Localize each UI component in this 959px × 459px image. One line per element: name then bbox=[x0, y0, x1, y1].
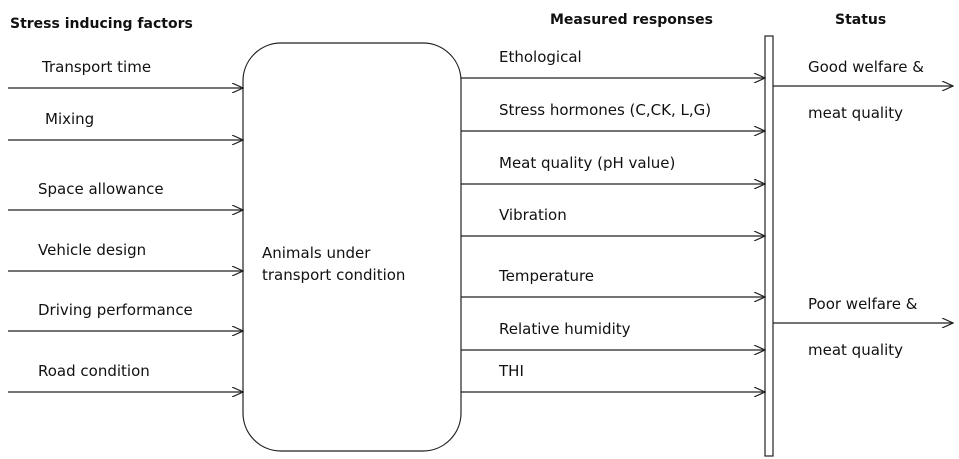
status-label: Poor welfare & bbox=[808, 295, 918, 313]
factor-label: Driving performance bbox=[38, 301, 193, 319]
center-label: Animals under bbox=[262, 244, 371, 262]
factor-label: Space allowance bbox=[38, 180, 164, 198]
header: Status bbox=[835, 12, 886, 28]
status-label: meat quality bbox=[808, 104, 903, 122]
header: Stress inducing factors bbox=[10, 16, 193, 32]
status-label: meat quality bbox=[808, 341, 903, 359]
status-bar bbox=[764, 35, 774, 457]
response-label: Stress hormones (C,CK, L,G) bbox=[499, 101, 711, 119]
response-label: Meat quality (pH value) bbox=[499, 154, 675, 172]
factor-label: Mixing bbox=[45, 110, 94, 128]
header: Measured responses bbox=[550, 12, 713, 28]
response-label: THI bbox=[498, 362, 524, 380]
status-label: Good welfare & bbox=[808, 58, 924, 76]
response-label: Vibration bbox=[499, 206, 567, 224]
response-label: Ethological bbox=[499, 48, 582, 66]
center-label: transport condition bbox=[262, 266, 405, 284]
response-label: Relative humidity bbox=[499, 320, 631, 338]
factor-label: Transport time bbox=[41, 58, 151, 76]
factor-label: Vehicle design bbox=[38, 241, 146, 259]
response-label: Temperature bbox=[498, 267, 594, 285]
center-box bbox=[242, 42, 462, 452]
factor-label: Road condition bbox=[38, 362, 150, 380]
